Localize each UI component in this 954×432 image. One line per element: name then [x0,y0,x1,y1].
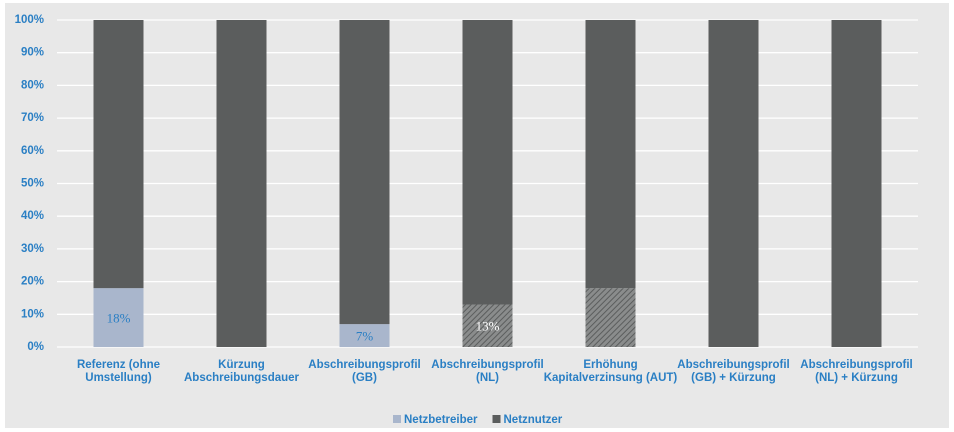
bar-segment [462,304,513,347]
x-tick-label: Umstellung) [85,372,152,384]
data-label: 13% [476,319,500,334]
bar-segment [462,20,513,305]
x-tick-label: Kapitalverzinsung (AUT) [544,372,678,384]
bar-segment [93,288,144,347]
y-tick-label: 100% [15,14,44,26]
y-tick-label: 0% [27,341,44,353]
x-tick-label: (GB) + Kürzung [691,372,776,384]
bar-segment [339,324,390,347]
y-tick-label: 20% [21,276,44,288]
x-tick-label: Abschreibungsprofil [677,359,789,371]
x-tick-label: Abschreibungsprofil [800,359,912,371]
x-tick-label: Erhöhung [583,359,637,371]
x-tick-label: Referenz (ohne [77,359,160,371]
y-tick-label: 10% [21,308,44,320]
x-tick-label: Kürzung [218,359,265,371]
bar-segment [831,20,882,347]
legend-swatch [492,415,501,423]
bar-segment [708,20,759,347]
bar-segment [93,20,144,289]
y-tick-label: 70% [21,112,44,124]
y-tick-label: 60% [21,145,44,157]
bar-segment [585,288,636,347]
legend-label: Netzbetreiber [404,414,478,426]
x-tick-label: Abschreibungsprofil [431,359,543,371]
x-tick-label: (NL) [476,372,499,384]
y-tick-label: 30% [21,243,44,255]
y-tick-label: 40% [21,210,44,222]
bar-segment [585,20,636,289]
x-tick-label: (NL) + Kürzung [815,372,898,384]
y-tick-label: 50% [21,178,44,190]
data-label: 7% [356,329,374,344]
x-tick-label: Abschreibungsdauer [184,372,300,384]
x-tick-label: (GB) [352,372,377,384]
data-label: 18% [107,311,131,326]
legend-swatch [393,415,401,423]
x-tick-label: Abschreibungsprofil [308,359,420,371]
y-tick-label: 80% [21,79,44,91]
bar-segment [339,20,390,325]
y-tick-label: 90% [21,47,44,59]
bar-segment [216,20,267,347]
legend-label: Netznutzer [504,414,563,426]
